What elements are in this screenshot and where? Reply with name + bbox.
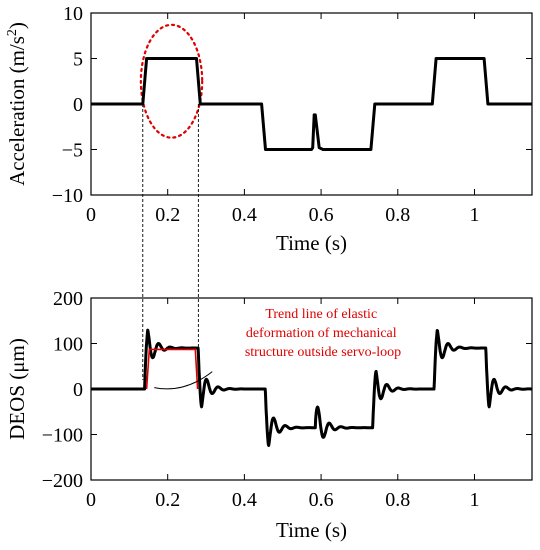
ylabel-superscript: 2 [5, 29, 20, 36]
x-tick-label: 0.4 [232, 204, 257, 226]
annotation-leader-line [154, 371, 213, 390]
acceleration-chart: 0 0.2 0.4 0.6 0.8 1 10 5 0 −5 −10 Time (s) Acceler… [5, 3, 533, 255]
y-tick-label: −100 [42, 425, 83, 447]
deos-x-axis-label: Time (s) [276, 518, 347, 542]
annotation-line-2: deformation of mechanical [246, 326, 397, 341]
guide-lines [142, 104, 199, 380]
annotation-line-3: structure outside servo-loop [245, 345, 401, 360]
trend-line [145, 348, 199, 390]
annotation-line-1: Trend line of elastic [265, 307, 377, 322]
x-tick-label: 0 [86, 489, 96, 511]
x-tick-label: 1 [469, 204, 479, 226]
x-tick-label: 0.6 [309, 204, 334, 226]
y-tick-label: 0 [73, 379, 83, 401]
y-tick-label: 0 [73, 94, 83, 116]
x-tick-label: 0.2 [155, 204, 180, 226]
x-tick-label: 1 [469, 489, 479, 511]
acceleration-series-line [91, 57, 532, 151]
y-tick-label: 100 [53, 334, 83, 356]
y-tick-label: 10 [63, 3, 83, 25]
x-tick-label: 0 [86, 204, 96, 226]
acceleration-ticks [90, 12, 532, 196]
y-tick-label: 200 [53, 288, 83, 310]
y-tick-label: −10 [52, 185, 83, 207]
trend-line-annotation: Trend line of elastic deformation of mec… [245, 307, 401, 360]
ylabel-close: ) [5, 22, 29, 29]
y-tick-label: 5 [73, 49, 83, 71]
x-tick-label: 0.8 [385, 204, 410, 226]
x-tick-label: 0.8 [385, 489, 410, 511]
deos-chart: 0 0.2 0.4 0.6 0.8 1 200 100 0 −100 −200 Trend line… [5, 288, 534, 542]
highlight-ellipse [139, 23, 204, 139]
ylabel-main: Acceleration (m/s [5, 36, 29, 186]
acceleration-x-axis-label: Time (s) [276, 231, 347, 255]
x-tick-label: 0.4 [232, 489, 257, 511]
acceleration-y-axis-label: Acceleration (m/s2) [5, 22, 29, 186]
y-tick-label: −200 [42, 470, 83, 492]
x-tick-label: 0.2 [155, 489, 180, 511]
acceleration-plot-frame [90, 12, 533, 196]
acceleration-tick-labels: 0 0.2 0.4 0.6 0.8 1 10 5 0 −5 −10 [52, 3, 480, 226]
deos-tick-labels: 0 0.2 0.4 0.6 0.8 1 200 100 0 −100 −200 [42, 288, 480, 511]
y-tick-label: −5 [62, 140, 83, 162]
deos-y-axis-label: DEOS (μm) [5, 338, 29, 440]
x-tick-label: 0.6 [309, 489, 334, 511]
